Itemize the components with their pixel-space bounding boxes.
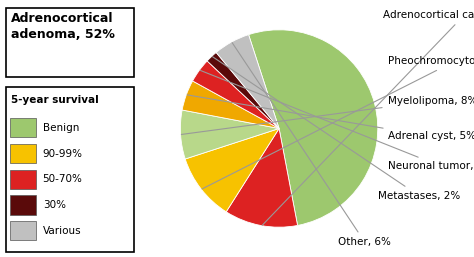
Wedge shape bbox=[216, 35, 279, 128]
Wedge shape bbox=[181, 110, 279, 159]
Text: Adrenal cyst, 5%: Adrenal cyst, 5% bbox=[187, 95, 474, 141]
Wedge shape bbox=[207, 52, 279, 128]
Text: Myelolipoma, 8%: Myelolipoma, 8% bbox=[182, 96, 474, 134]
Text: Adrenocortical
adenoma, 52%: Adrenocortical adenoma, 52% bbox=[11, 12, 115, 41]
Text: 90-99%: 90-99% bbox=[43, 149, 82, 159]
Text: Pheochromocytoma, 11%: Pheochromocytoma, 11% bbox=[202, 56, 474, 189]
Text: Neuronal tumor, 4%: Neuronal tumor, 4% bbox=[200, 70, 474, 171]
Bar bbox=[10, 144, 36, 163]
FancyBboxPatch shape bbox=[6, 8, 134, 77]
Text: Metastases, 2%: Metastases, 2% bbox=[212, 57, 460, 201]
Text: Adrenocortical carcinoma, 12%: Adrenocortical carcinoma, 12% bbox=[262, 10, 474, 225]
FancyBboxPatch shape bbox=[6, 87, 134, 252]
Bar bbox=[10, 195, 36, 215]
Bar bbox=[10, 221, 36, 240]
Text: 5-year survival: 5-year survival bbox=[11, 95, 99, 105]
Text: 30%: 30% bbox=[43, 200, 66, 210]
Bar bbox=[10, 170, 36, 189]
Text: Other, 6%: Other, 6% bbox=[232, 43, 391, 247]
Bar bbox=[10, 118, 36, 137]
Wedge shape bbox=[182, 81, 279, 128]
Wedge shape bbox=[226, 128, 298, 227]
Text: Benign: Benign bbox=[43, 123, 79, 133]
Text: Various: Various bbox=[43, 226, 81, 236]
Wedge shape bbox=[248, 30, 378, 225]
Wedge shape bbox=[185, 128, 279, 212]
Wedge shape bbox=[192, 61, 279, 128]
Text: 50-70%: 50-70% bbox=[43, 175, 82, 184]
